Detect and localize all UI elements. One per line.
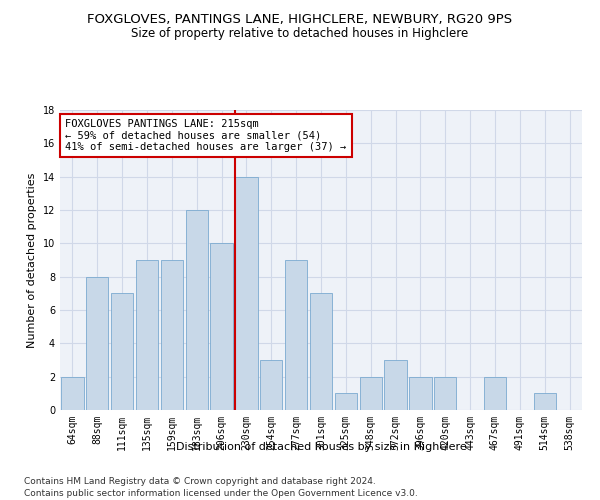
Bar — [260, 360, 283, 410]
Text: Contains HM Land Registry data © Crown copyright and database right 2024.: Contains HM Land Registry data © Crown c… — [24, 478, 376, 486]
Bar — [111, 294, 133, 410]
Bar — [409, 376, 431, 410]
Bar — [533, 394, 556, 410]
Bar — [61, 376, 83, 410]
Bar — [434, 376, 457, 410]
Bar — [211, 244, 233, 410]
Text: Distribution of detached houses by size in Highclere: Distribution of detached houses by size … — [176, 442, 466, 452]
Bar — [359, 376, 382, 410]
Text: FOXGLOVES, PANTINGS LANE, HIGHCLERE, NEWBURY, RG20 9PS: FOXGLOVES, PANTINGS LANE, HIGHCLERE, NEW… — [88, 12, 512, 26]
Bar — [86, 276, 109, 410]
Bar — [285, 260, 307, 410]
Bar — [235, 176, 257, 410]
Bar — [161, 260, 183, 410]
Y-axis label: Number of detached properties: Number of detached properties — [27, 172, 37, 348]
Bar — [335, 394, 357, 410]
Text: Size of property relative to detached houses in Highclere: Size of property relative to detached ho… — [131, 28, 469, 40]
Bar — [484, 376, 506, 410]
Bar — [136, 260, 158, 410]
Bar — [310, 294, 332, 410]
Bar — [385, 360, 407, 410]
Text: FOXGLOVES PANTINGS LANE: 215sqm
← 59% of detached houses are smaller (54)
41% of: FOXGLOVES PANTINGS LANE: 215sqm ← 59% of… — [65, 119, 346, 152]
Bar — [185, 210, 208, 410]
Text: Contains public sector information licensed under the Open Government Licence v3: Contains public sector information licen… — [24, 489, 418, 498]
